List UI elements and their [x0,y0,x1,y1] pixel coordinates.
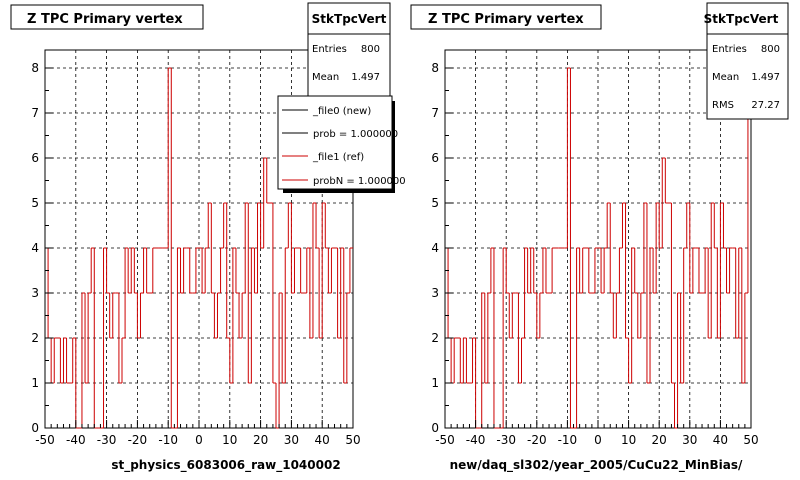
right-stats-mean-label: Mean [712,72,739,83]
legend-label-file1: _file1 (ref) [312,152,364,163]
left-y-tick-label: 2 [31,331,39,345]
left-y-tick-label: 4 [31,241,39,255]
left-x-tick-label: 30 [284,433,299,447]
right-histogram-panel: Z TPC Primary vertex -50 -40 -30 -20 -10 0 10 2… [410,2,789,473]
right-x-tick-label: 10 [621,433,636,447]
left-y-tick-label: 6 [31,151,39,165]
left-y-tick-label: 8 [31,61,39,75]
right-title-box [410,4,602,30]
left-x-tick-label: 10 [222,433,237,447]
right-x-tick-label: 50 [743,433,758,447]
right-title: Z TPC Primary vertex [428,12,584,27]
right-x-tick-label: 20 [652,433,667,447]
left-stats-mean-label: Mean [312,72,339,83]
left-stats-name: StkTpcVert [312,12,387,26]
left-x-tick-label: -20 [128,433,148,447]
right-x-tick-label: 30 [682,433,697,447]
left-y-tick-label: 3 [31,286,39,300]
right-y-tick-label: 8 [431,61,439,75]
right-stats-rms-value: 27.27 [751,100,780,111]
left-x-tick-label: -50 [35,433,55,447]
left-legend[interactable]: _file0 (new) prob = 1.000000 _file1 (ref… [277,95,406,193]
right-x-tick-label: -20 [527,433,547,447]
legend-label-file0: _file0 (new) [312,106,371,117]
right-x-tick-label: -50 [435,433,455,447]
left-y-tick-label: 5 [31,196,39,210]
left-x-tick-label: -40 [66,433,86,447]
left-x-tick-label: 0 [195,433,203,447]
right-stats-box[interactable]: StkTpcVert Entries 800 Mean 1.497 RMS 27… [704,2,789,120]
left-x-tick-label: 50 [345,433,360,447]
right-stats-name: StkTpcVert [704,12,779,26]
right-plot-area: -50 -40 -30 -20 -10 0 10 20 30 40 50 0 1 2 3 4 5 6 7 8 [431,49,759,447]
right-y-tick-label: 7 [431,106,439,120]
right-y-tick-label: 4 [431,241,439,255]
right-stats-entries-value: 800 [761,44,780,55]
left-y-tick-label: 0 [31,421,39,435]
right-x-tick-label: -10 [558,433,578,447]
left-y-tick-label: 7 [31,106,39,120]
left-y-tick-label: 1 [31,376,39,390]
right-stats-mean-value: 1.497 [751,72,780,83]
right-y-tick-label: 6 [431,151,439,165]
left-x-tick-label: -30 [97,433,117,447]
right-x-axis-label: new/daq_sl302/year_2005/CuCu22_MinBias/ [450,458,743,473]
left-histogram-panel: Z TPC Primary vertex -50 -40 -30 -20 -10 0 10 2… [10,2,406,473]
left-title-box [10,4,204,30]
right-x-tick-label: -40 [466,433,486,447]
right-x-tick-label: 0 [594,433,602,447]
left-stats-entries-label: Entries [312,44,347,55]
right-stats-rms-label: RMS [712,100,734,111]
left-stats-entries-value: 800 [361,44,380,55]
right-stats-entries-label: Entries [712,44,747,55]
right-y-tick-label: 1 [431,376,439,390]
right-x-tick-label: -30 [496,433,516,447]
left-x-tick-label: 20 [253,433,268,447]
right-y-tick-label: 0 [431,421,439,435]
left-x-axis-label: st_physics_6083006_raw_1040002 [111,458,340,473]
right-y-tick-label: 2 [431,331,439,345]
legend-label-probn: probN = 1.000000 [313,176,406,187]
legend-label-prob: prob = 1.000000 [313,129,398,140]
left-title: Z TPC Primary vertex [27,12,183,27]
left-stats-mean-value: 1.497 [351,72,380,83]
left-x-tick-label: 40 [315,433,330,447]
right-y-tick-label: 3 [431,286,439,300]
right-x-tick-label: 40 [713,433,728,447]
left-plot-area: -50 -40 -30 -20 -10 0 10 20 30 40 50 0 1 2 3 4 5 6 7 8 [31,49,361,447]
right-y-tick-label: 5 [431,196,439,210]
left-x-tick-label: -10 [158,433,178,447]
